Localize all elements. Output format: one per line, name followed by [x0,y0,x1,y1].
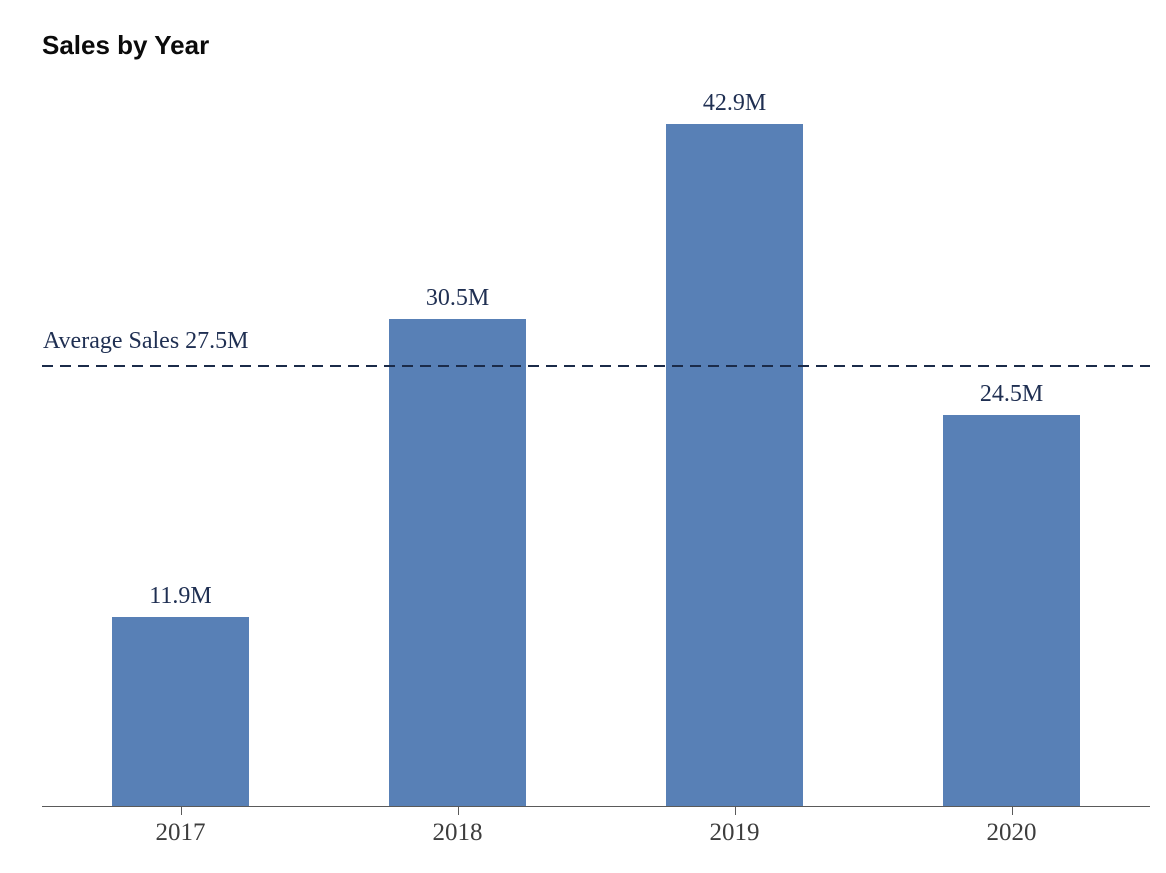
x-axis-labels: 2017 2018 2019 2020 [42,819,1150,847]
x-axis-label-2018: 2018 [432,819,483,846]
bar-value-label: 11.9M [149,582,212,609]
bar-value-label: 30.5M [425,284,490,311]
chart-title: Sales by Year [42,30,210,60]
bar-2017 [112,617,249,807]
bar-2018 [389,319,526,807]
bars-container: 11.9M 30.5M 42.9M 24.5M [42,90,1150,807]
x-axis-tick [181,807,182,815]
bar-slot-2020: 24.5M [873,90,1150,807]
bar-slot-2017: 11.9M [42,90,319,807]
x-axis-tick [735,807,736,815]
bar-value-label: 24.5M [979,380,1044,407]
bar-value-label: 42.9M [702,90,767,116]
x-axis-line [42,806,1150,807]
x-axis-tick [1012,807,1013,815]
x-axis-label-2020: 2020 [986,819,1037,846]
bar-slot-2018: 30.5M [319,90,596,807]
average-reference-line [42,365,1150,367]
bar-2020 [943,415,1080,807]
x-axis-label-2019: 2019 [709,819,760,846]
x-axis-label-2017: 2017 [155,819,206,846]
bar-2019 [666,124,803,807]
bar-slot-2019: 42.9M [596,90,873,807]
x-axis-tick [458,807,459,815]
average-line-label: Average Sales 27.5M [43,328,249,354]
plot-area: 11.9M 30.5M 42.9M 24.5M Average Sales 27.5M [42,90,1150,815]
